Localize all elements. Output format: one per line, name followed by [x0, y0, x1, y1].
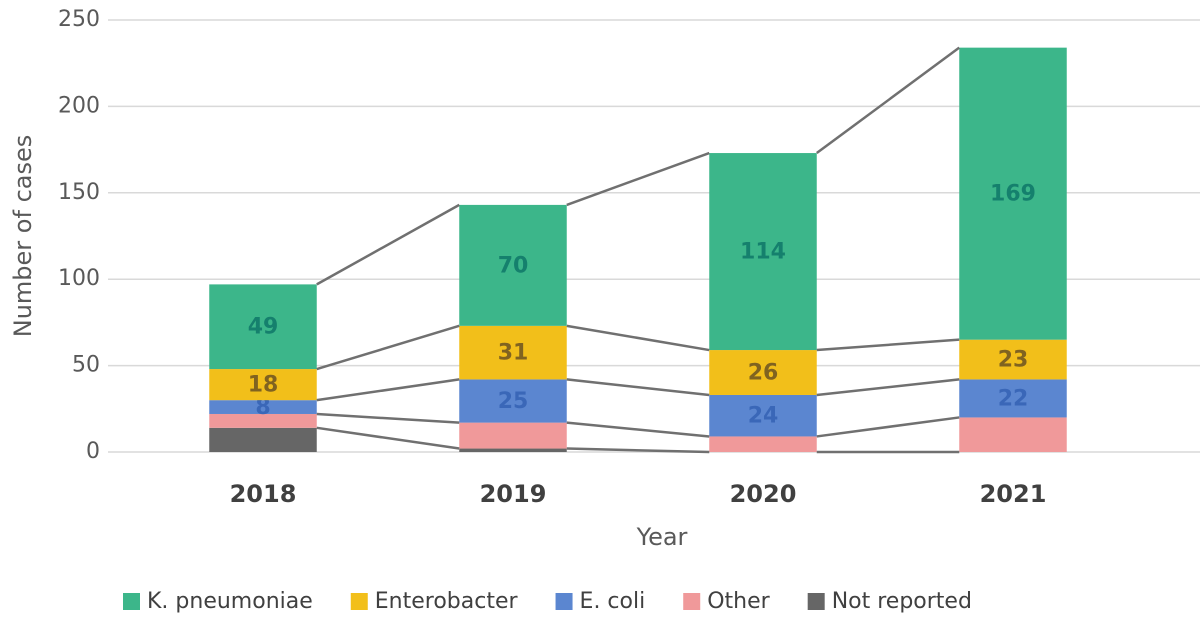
connector-line [316, 426, 460, 450]
bar-segment [709, 350, 817, 395]
y-tick-label: 100 [58, 266, 100, 291]
bar-segment [209, 400, 317, 414]
data-label: 24 [748, 404, 779, 429]
legend-swatch [683, 593, 701, 610]
data-label: 49 [248, 315, 279, 340]
bar-segment [209, 284, 317, 370]
connector-line [566, 447, 710, 454]
data-label: 114 [740, 240, 786, 265]
bar-segment [459, 448, 567, 452]
legend-label: E. coli [580, 589, 646, 614]
data-label: 23 [998, 348, 1029, 373]
legend-label: Other [707, 589, 770, 614]
legend-swatch [555, 593, 573, 610]
data-label: 169 [990, 182, 1036, 207]
data-label: 25 [498, 389, 529, 414]
x-tick-label: 2021 [980, 480, 1047, 508]
bar-segment [959, 379, 1067, 418]
x-axis-title: Year [636, 523, 688, 551]
bar-segment [459, 325, 567, 380]
y-tick-label: 250 [58, 7, 100, 32]
connector-line [566, 324, 710, 352]
connector-line [816, 338, 960, 352]
connector-line [816, 46, 960, 155]
connector-line [316, 324, 460, 371]
x-tick-label: 2020 [730, 480, 797, 508]
legend-label: Not reported [832, 589, 972, 614]
bar-segment [459, 422, 567, 449]
x-tick-label: 2018 [230, 480, 297, 508]
legend-label: K. pneumoniae [147, 589, 313, 614]
legend-swatch [807, 593, 825, 610]
x-tick-label: 2019 [480, 480, 547, 508]
bar-segment [209, 413, 317, 428]
connector-line [566, 378, 710, 397]
y-tick-label: 200 [58, 93, 100, 118]
data-label: 70 [498, 253, 529, 278]
bar-segment [709, 153, 817, 351]
y-tick-label: 150 [58, 180, 100, 205]
y-tick-label: 50 [72, 353, 100, 378]
legend-label: Enterobacter [375, 589, 519, 614]
legend-swatch [123, 593, 140, 610]
connector-line [816, 378, 960, 397]
bar-segment [959, 47, 1067, 340]
connector-line [316, 412, 460, 424]
connector-line [816, 416, 960, 438]
y-axis-title: Number of cases [9, 135, 37, 337]
bar-segment [209, 369, 317, 401]
y-tick-label: 0 [86, 439, 100, 464]
data-label: 31 [498, 341, 529, 366]
data-label: 8 [255, 395, 270, 420]
connector-line [316, 378, 460, 402]
connector-line [566, 151, 710, 207]
bar-segment [959, 417, 1067, 452]
data-label: 18 [248, 373, 279, 398]
data-label: 22 [998, 386, 1029, 411]
bar-segment [709, 394, 817, 437]
bar-segment [209, 427, 317, 452]
connector-line [566, 421, 710, 438]
bar-segment [959, 339, 1067, 380]
bar-segment [459, 204, 567, 326]
connector-line [316, 203, 460, 286]
legend-swatch [350, 593, 368, 610]
bar-segment [459, 379, 567, 423]
data-label: 26 [748, 361, 779, 386]
bar-segment [709, 436, 817, 452]
